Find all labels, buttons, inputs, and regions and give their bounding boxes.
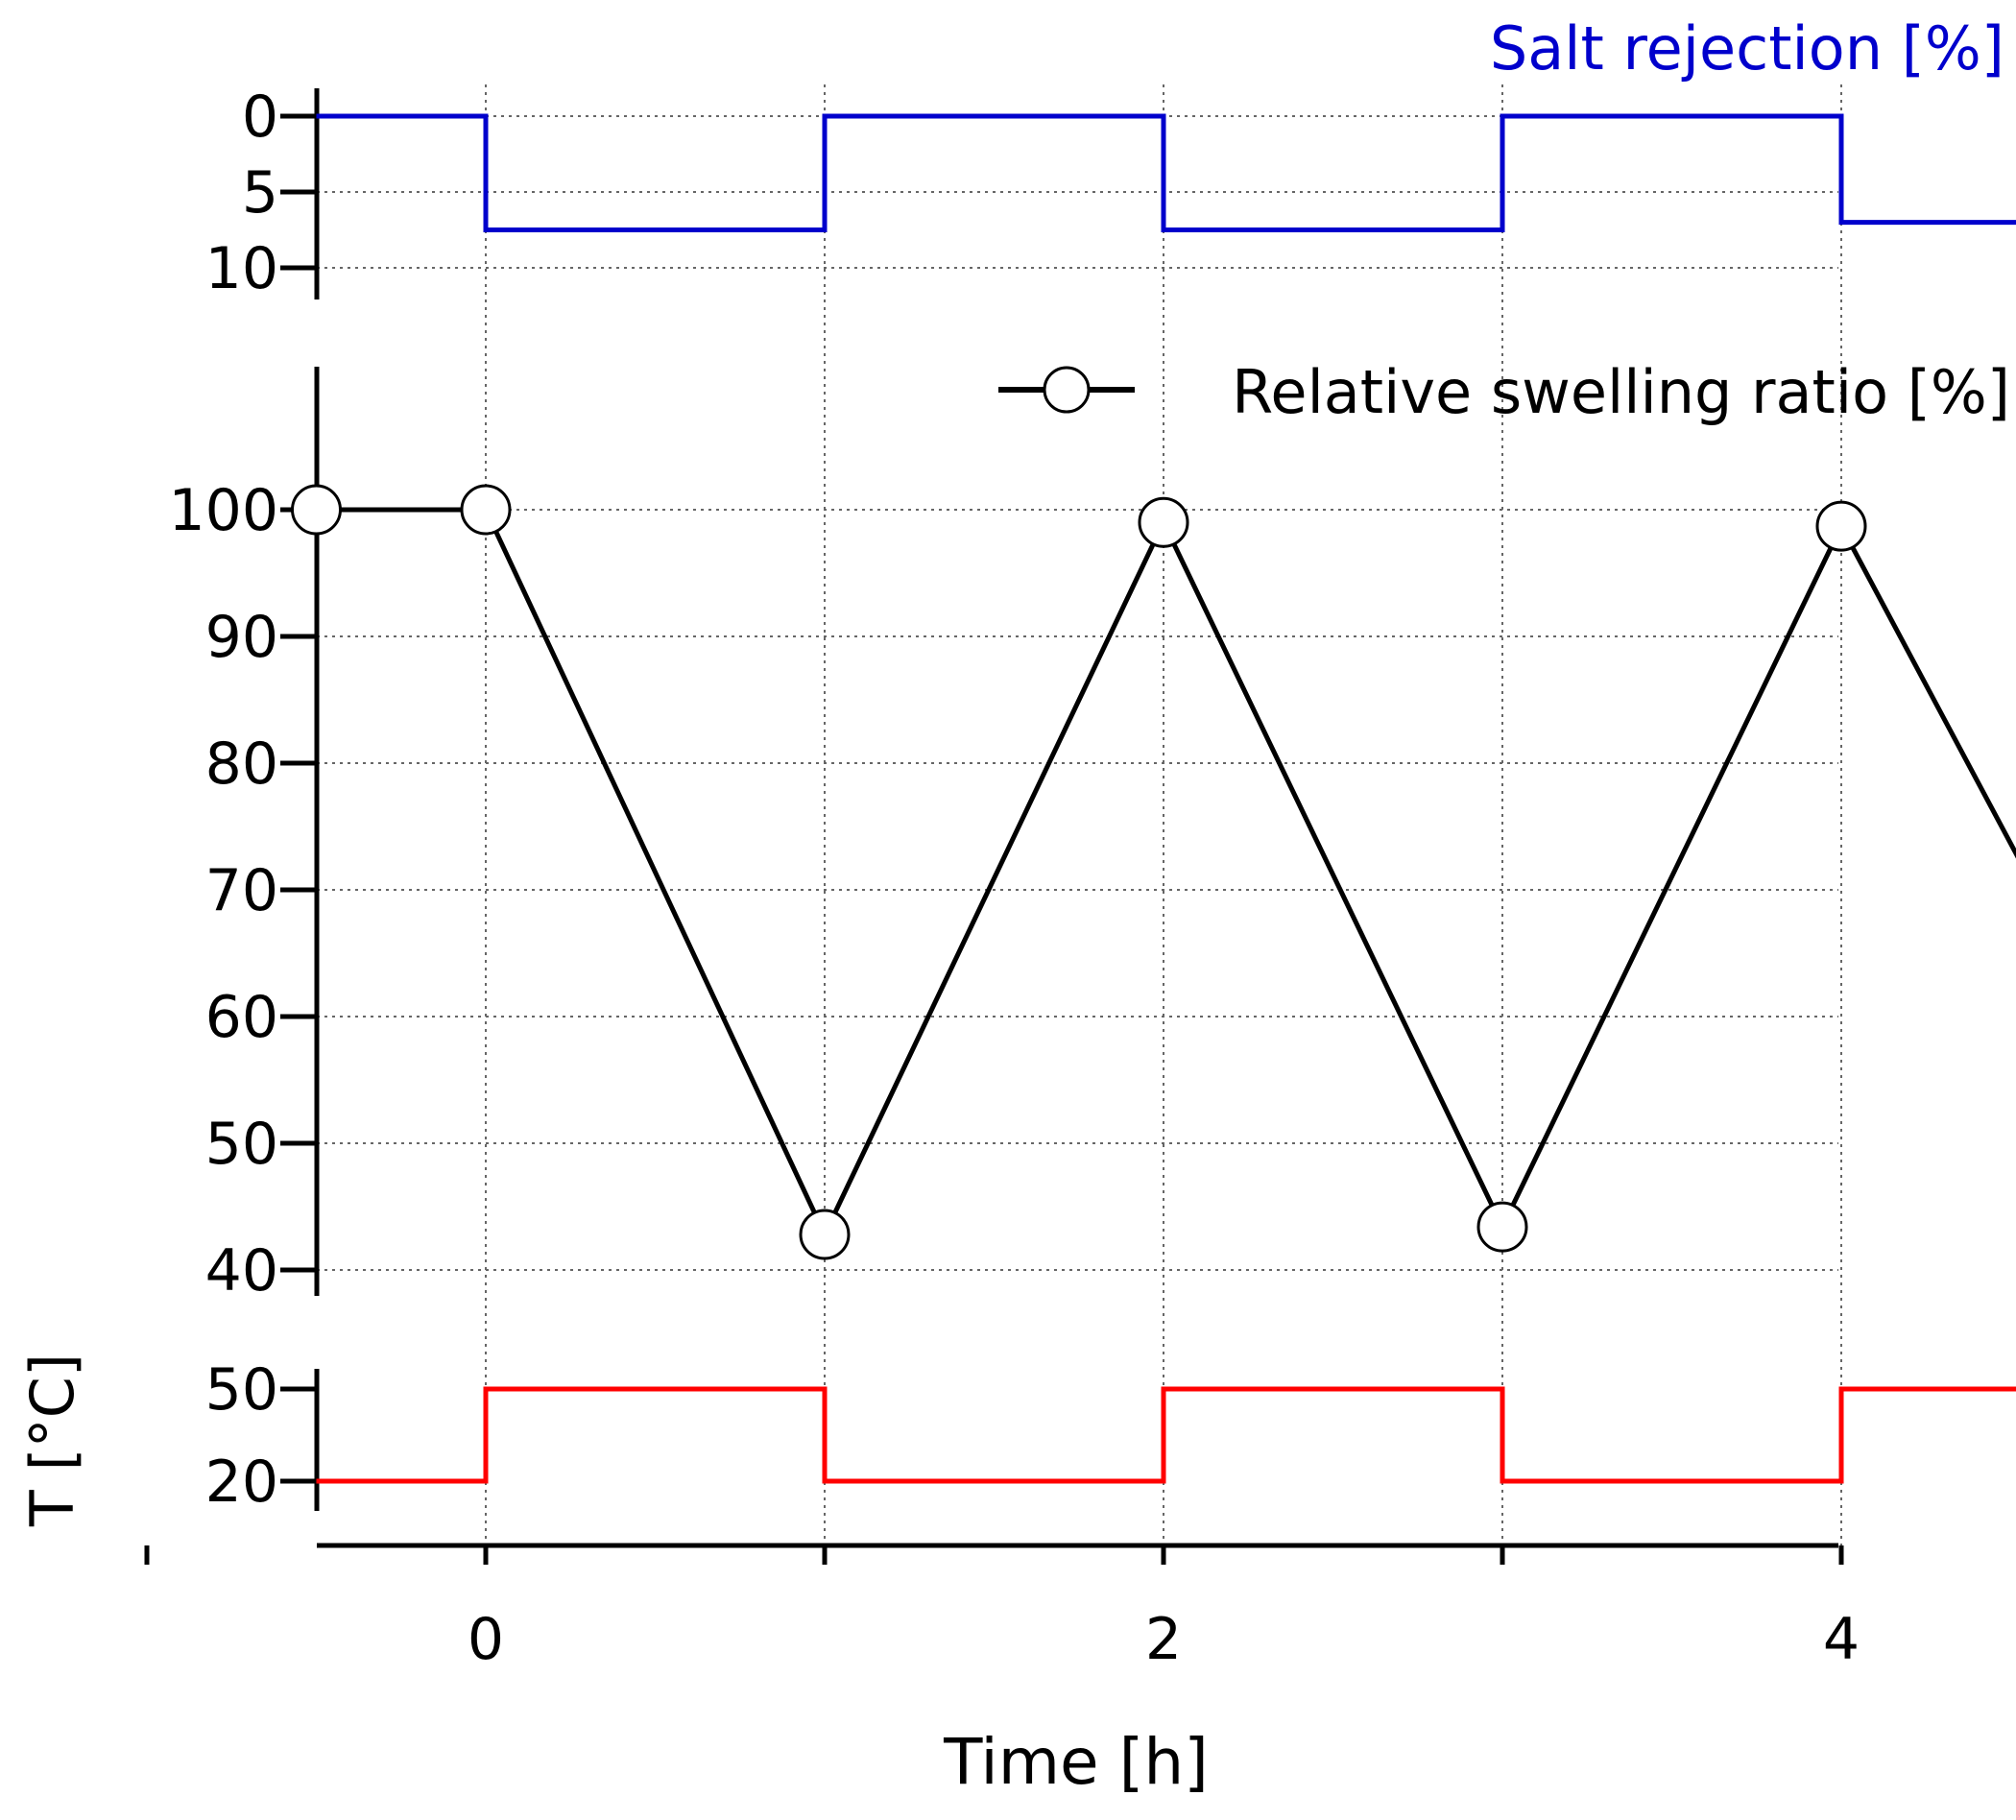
temperature-line	[316, 1386, 2016, 1484]
temperature-axis-title: T [°C]	[17, 1353, 87, 1527]
y-tick-label: 80	[205, 730, 278, 798]
y-tick-label: 5	[242, 159, 278, 227]
swelling-ratio-gridlines	[317, 509, 1838, 1271]
legend-marker	[1043, 366, 1091, 414]
y-tick-label: 40	[205, 1237, 278, 1305]
y-tick-label: 90	[205, 604, 278, 671]
swelling-ratio-line	[316, 507, 2016, 1237]
swelling-ratio-point	[1815, 500, 1867, 552]
swelling-ratio-point	[291, 484, 342, 536]
y-tick-label: 70	[205, 857, 278, 924]
swelling-ratio-series	[291, 484, 2016, 1260]
swelling-ratio-point	[799, 1209, 851, 1260]
y-tick-label: 100	[168, 477, 278, 544]
salt-rejection-series	[316, 113, 2016, 232]
y-tick-label: 50	[205, 1111, 278, 1178]
y-tick-label: 50	[205, 1356, 278, 1424]
time-axis: 0246	[144, 1543, 1860, 1673]
salt-rejection-axis: 0 5 10	[205, 84, 320, 302]
temperature-series	[316, 1386, 2016, 1484]
vertical-gridlines	[485, 84, 1842, 1545]
x-tick-label: 4	[1823, 1606, 1860, 1673]
x-axis-title: Time [h]	[943, 1725, 1209, 1799]
y-tick-label: 0	[242, 84, 278, 151]
salt-rejection-line	[316, 113, 2016, 232]
x-tick-label: 2	[1145, 1606, 1182, 1673]
swelling-ratio-point	[1138, 496, 1189, 548]
y-tick-label: 10	[205, 235, 278, 302]
swelling-ratio-point	[460, 484, 512, 536]
y-tick-label: 60	[205, 984, 278, 1051]
legend-label: Relative swelling ratio [%]	[1232, 357, 2010, 427]
x-tick-label: 0	[468, 1606, 504, 1673]
swelling-ratio-point	[1476, 1201, 1528, 1253]
y-tick-label: 20	[205, 1449, 278, 1516]
salt-rejection-title: Salt rejection [%]	[1490, 13, 2004, 84]
swelling-ratio-axis: 40 50 60 70 80 90 100	[168, 367, 320, 1305]
legend: Relative swelling ratio [%]	[998, 357, 2010, 427]
